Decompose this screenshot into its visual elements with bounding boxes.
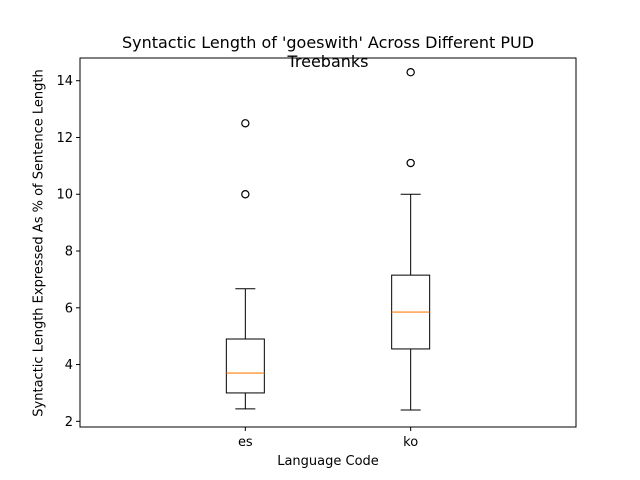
x-axis-label: Language Code [277, 454, 379, 469]
y-tick-label: 8 [65, 245, 73, 260]
outlier-point [241, 190, 250, 199]
box-es [225, 338, 265, 394]
outlier-point [406, 67, 415, 77]
x-tick-label: es [238, 435, 253, 450]
plot-frame [79, 57, 577, 428]
y-axis-label: Syntactic Length Expressed As % of Sente… [31, 69, 47, 417]
y-tick-label: 14 [56, 74, 73, 89]
y-axis: 2 4 6 8 10 12 14 [56, 74, 80, 430]
x-tick-label: ko [403, 435, 418, 450]
chart-title: Syntactic Length of 'goeswith' Across Di… [121, 33, 535, 71]
y-tick-label: 6 [65, 301, 73, 316]
y-tick-label: 2 [65, 415, 73, 430]
outlier-point [406, 158, 415, 168]
chart-marks [225, 67, 431, 411]
y-tick-label: 4 [65, 358, 73, 373]
x-axis: es ko [238, 427, 418, 450]
outlier-point [241, 119, 250, 128]
y-tick-label: 10 [56, 188, 73, 203]
y-tick-label: 12 [56, 131, 73, 146]
